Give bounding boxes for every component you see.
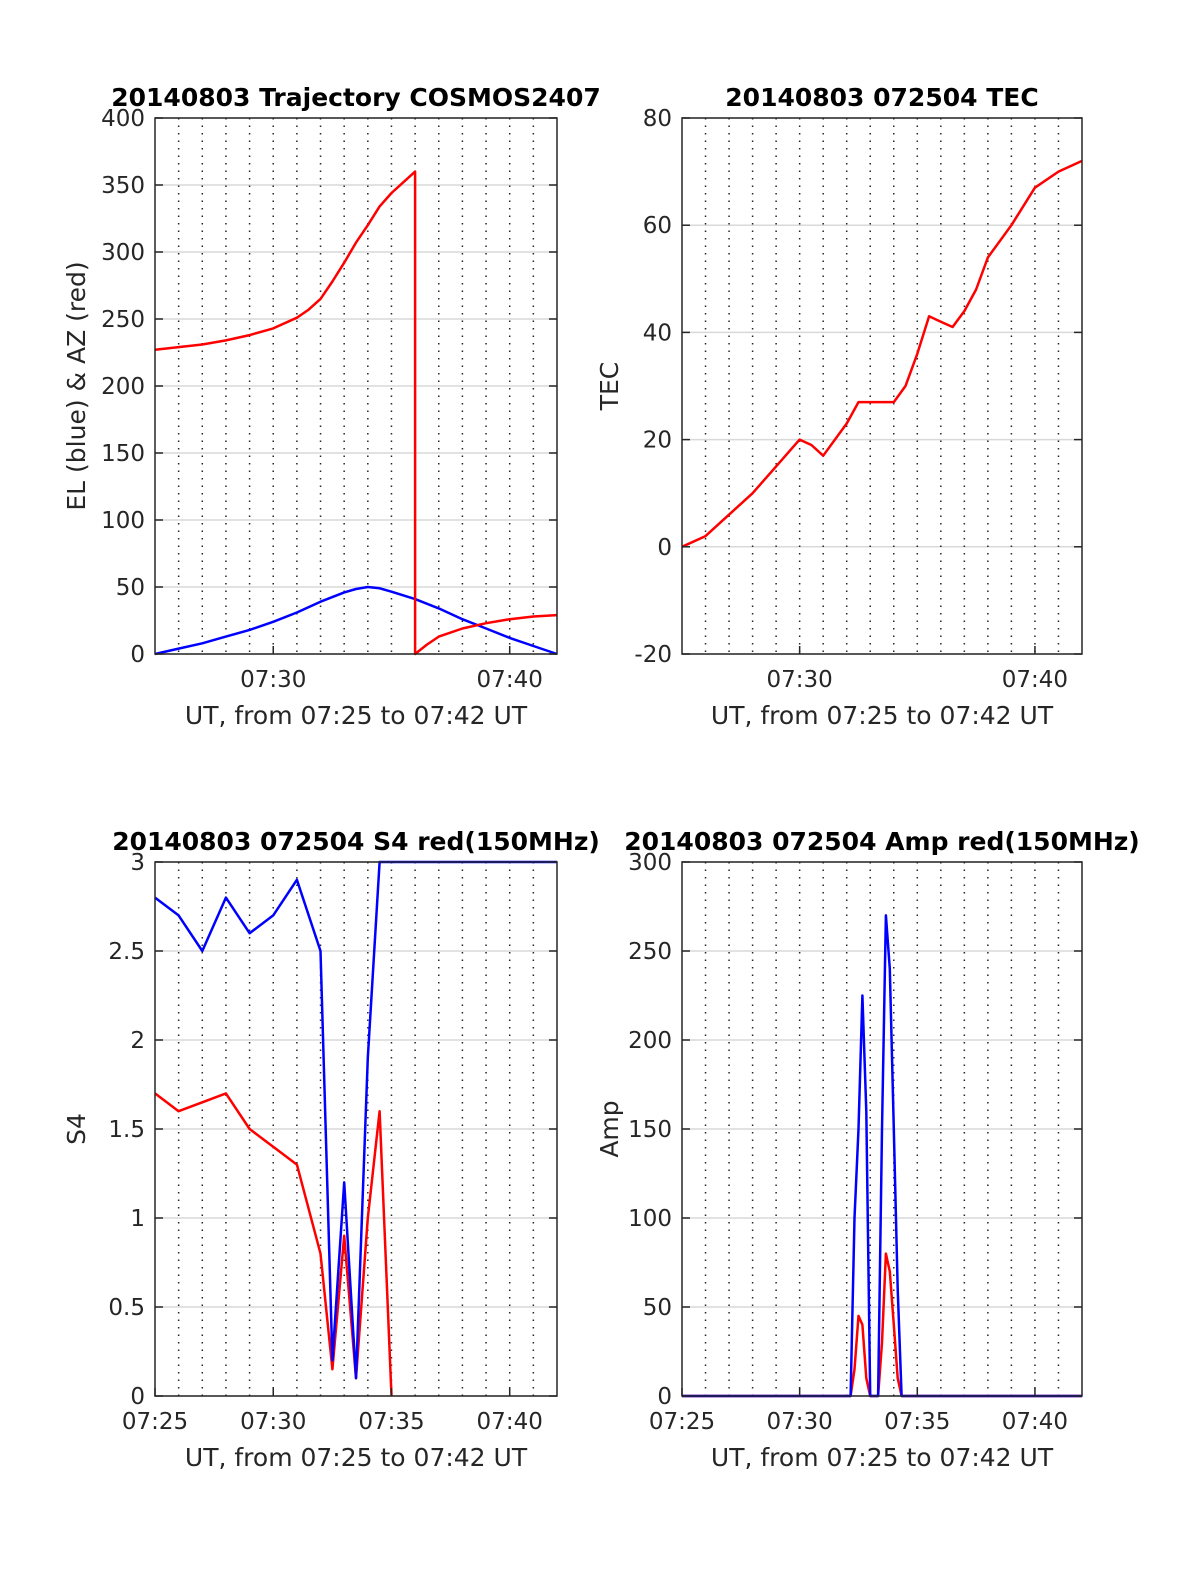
amp-xtick-label: 07:40 bbox=[1002, 1409, 1068, 1435]
s4-panel: 0 0.5 1 1.5 2 2.5 3 07:25 07:30 07:35 07:40 2014080… bbox=[62, 827, 600, 1472]
tec-ylabel: TEC bbox=[595, 362, 624, 412]
trajectory-xtick-label: 07:30 bbox=[240, 667, 306, 693]
trajectory-ylabel: EL (blue) & AZ (red) bbox=[62, 261, 91, 510]
trajectory-ytick-label: 350 bbox=[101, 173, 145, 199]
s4-title: 20140803 072504 S4 red(150MHz) bbox=[112, 827, 600, 856]
s4-xtick-label: 07:35 bbox=[358, 1409, 424, 1435]
amp-xtick-label: 07:35 bbox=[884, 1409, 950, 1435]
trajectory-series-az bbox=[154, 170, 558, 656]
s4-ytick-label: 1.5 bbox=[108, 1117, 145, 1143]
s4-ytick-label: 2 bbox=[130, 1028, 145, 1054]
tec-xtick-label: 07:40 bbox=[1002, 667, 1068, 693]
tec-xtick-label: 07:30 bbox=[766, 667, 832, 693]
trajectory-ytick-label: 200 bbox=[101, 374, 145, 400]
amp-xlabel: UT, from 07:25 to 07:42 UT bbox=[711, 1443, 1054, 1472]
trajectory-ytick-label: 0 bbox=[130, 642, 145, 668]
s4-xtick-label: 07:30 bbox=[240, 1409, 306, 1435]
trajectory-ytick-label: 50 bbox=[116, 575, 145, 601]
trajectory-xtick-label: 07:40 bbox=[477, 667, 543, 693]
s4-ytick-label: 2.5 bbox=[108, 939, 145, 965]
amp-xtick-label: 07:30 bbox=[766, 1409, 832, 1435]
trajectory-ytick-label: 150 bbox=[101, 441, 145, 467]
amp-ytick-label: 0 bbox=[657, 1384, 672, 1410]
tec-panel: -20 0 20 40 60 80 07:30 07:40 20140803 072504 TE… bbox=[595, 83, 1083, 730]
s4-series-s4-red bbox=[154, 1092, 393, 1397]
amp-xtick-label: 07:25 bbox=[649, 1409, 715, 1435]
trajectory-ytick-label: 100 bbox=[101, 508, 145, 534]
amp-panel: 0 50 100 150 200 250 300 07:25 07:30 07:35 07:40 20… bbox=[595, 827, 1140, 1472]
amp-ytick-label: 50 bbox=[643, 1295, 672, 1321]
tec-ytick-label: 80 bbox=[643, 106, 672, 132]
tec-ytick-label: 20 bbox=[643, 428, 672, 454]
amp-ytick-label: 300 bbox=[628, 850, 672, 876]
tec-title: 20140803 072504 TEC bbox=[725, 83, 1038, 112]
s4-xtick-label: 07:40 bbox=[477, 1409, 543, 1435]
trajectory-ytick-label: 250 bbox=[101, 307, 145, 333]
tec-series-tec bbox=[681, 159, 1083, 548]
tec-ytick-label: 40 bbox=[643, 320, 672, 346]
tec-xlabel: UT, from 07:25 to 07:42 UT bbox=[711, 701, 1054, 730]
s4-ytick-label: 0 bbox=[130, 1384, 145, 1410]
s4-ytick-label: 0.5 bbox=[108, 1295, 145, 1321]
s4-ytick-label: 1 bbox=[130, 1206, 145, 1232]
amp-ytick-label: 200 bbox=[628, 1028, 672, 1054]
amp-ytick-label: 250 bbox=[628, 939, 672, 965]
amp-series-amp-red bbox=[682, 1252, 1082, 1398]
trajectory-panel: 0 50 100 150 200 250 300 350 400 07:30 07:40 201408… bbox=[62, 83, 601, 730]
tec-axes-frame bbox=[681, 117, 1083, 655]
trajectory-title: 20140803 Trajectory COSMOS2407 bbox=[111, 83, 601, 112]
tec-ytick-label: 0 bbox=[657, 535, 672, 561]
s4-xtick-label: 07:25 bbox=[122, 1409, 188, 1435]
trajectory-xlabel: UT, from 07:25 to 07:42 UT bbox=[185, 701, 528, 730]
tec-ytick-label: 60 bbox=[643, 213, 672, 239]
trajectory-series-el bbox=[154, 585, 558, 656]
amp-ytick-label: 150 bbox=[628, 1117, 672, 1143]
amp-ytick-label: 100 bbox=[628, 1206, 672, 1232]
s4-series-s4-blue bbox=[154, 860, 557, 1380]
amp-title: 20140803 072504 Amp red(150MHz) bbox=[624, 827, 1140, 856]
s4-xlabel: UT, from 07:25 to 07:42 UT bbox=[185, 1443, 528, 1472]
tec-ytick-label: -20 bbox=[634, 642, 672, 668]
s4-ylabel: S4 bbox=[62, 1113, 91, 1145]
amp-ylabel: Amp bbox=[595, 1100, 624, 1157]
trajectory-ytick-label: 400 bbox=[101, 106, 145, 132]
s4-ytick-label: 3 bbox=[130, 850, 145, 876]
trajectory-ytick-label: 300 bbox=[101, 240, 145, 266]
